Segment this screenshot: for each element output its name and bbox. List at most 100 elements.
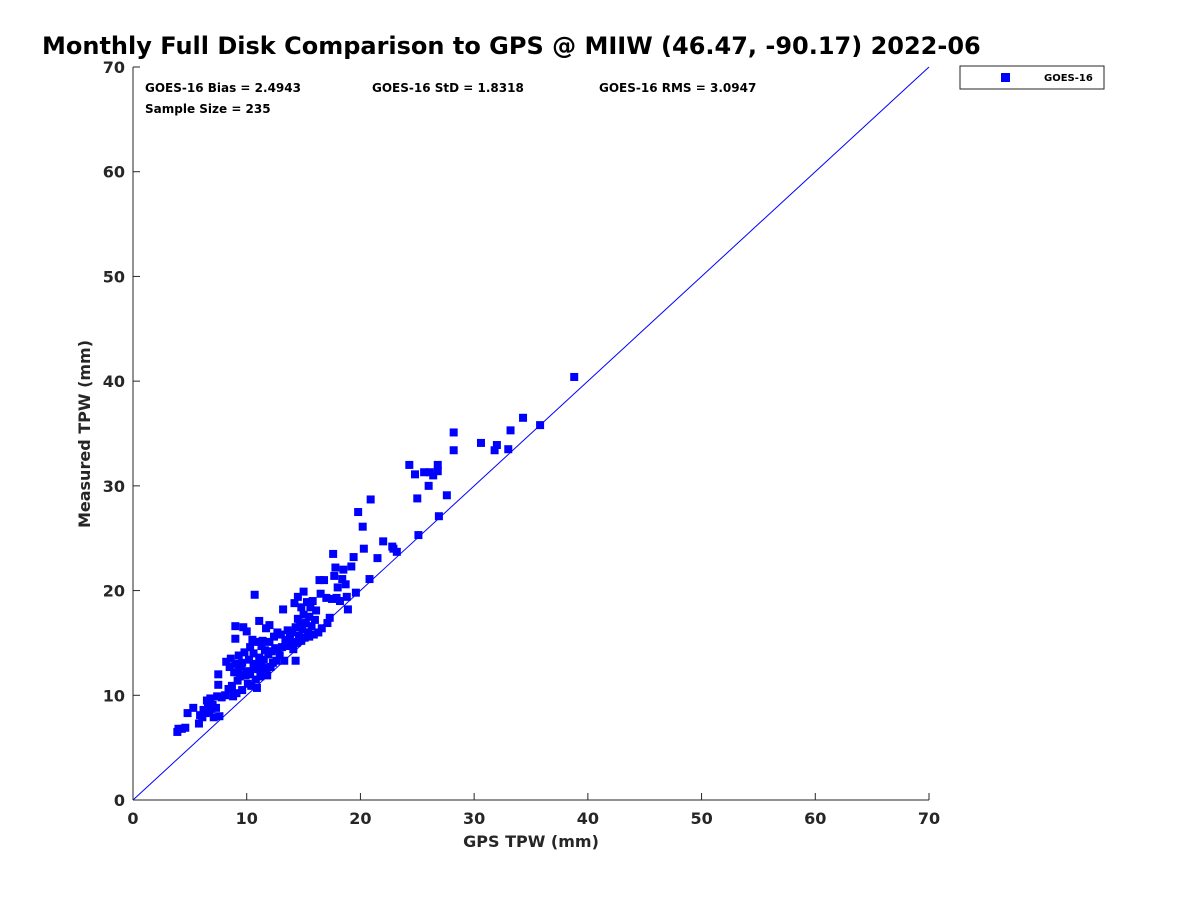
y-tick-label: 10 [103, 686, 125, 705]
one-to-one-reference-line [132, 66, 930, 801]
data-point [289, 645, 298, 654]
data-point [366, 495, 375, 504]
data-point [315, 576, 324, 585]
data-point [255, 616, 264, 625]
data-point [275, 651, 284, 660]
data-point [272, 656, 281, 665]
data-point [251, 675, 260, 684]
data-point [449, 446, 458, 455]
data-point [258, 636, 267, 645]
data-point [413, 494, 422, 503]
data-point [231, 622, 240, 631]
data-point [231, 659, 240, 668]
data-point [285, 632, 294, 641]
legend: GOES-16 [959, 65, 1105, 90]
data-point [235, 672, 244, 681]
data-point [260, 646, 269, 655]
y-tick-label: 0 [114, 791, 125, 810]
data-point [347, 562, 356, 571]
data-point [297, 603, 306, 612]
data-point [328, 594, 336, 603]
data-point [212, 703, 221, 712]
data-point [263, 671, 272, 680]
data-point [317, 624, 326, 633]
data-point [249, 649, 258, 658]
data-point [250, 659, 259, 668]
legend-box [959, 65, 1105, 90]
data-point [308, 597, 317, 606]
data-point [354, 508, 363, 517]
data-point [214, 680, 223, 689]
data-point [288, 628, 297, 637]
data-point [429, 471, 438, 480]
axes [132, 67, 929, 801]
data-point [240, 648, 249, 657]
y-tick-label: 50 [103, 267, 125, 286]
data-point [246, 643, 255, 652]
data-point [405, 460, 414, 469]
data-point [570, 372, 579, 381]
data-point [291, 623, 300, 632]
x-tick-label: 40 [577, 809, 599, 828]
data-point [225, 663, 234, 672]
data-point [411, 470, 420, 479]
data-point [215, 712, 224, 721]
data-point [238, 658, 247, 667]
data-point [198, 713, 207, 722]
data-point [209, 713, 218, 722]
data-point [183, 709, 192, 718]
data-point [292, 638, 301, 647]
data-point [433, 460, 442, 469]
data-point [287, 637, 296, 646]
data-point [231, 634, 240, 643]
data-point [244, 655, 253, 664]
data-point [234, 651, 243, 660]
data-point [257, 642, 266, 651]
data-point [189, 703, 198, 712]
bias-stat: GOES-16 Bias = 2.4943 [145, 81, 301, 95]
data-point [293, 614, 302, 623]
data-point [379, 537, 388, 546]
data-point [295, 631, 304, 640]
data-point [257, 660, 266, 669]
x-tick-label: 20 [349, 809, 371, 828]
data-point [296, 620, 305, 629]
data-point [227, 681, 236, 690]
data-point [323, 619, 332, 628]
data-point [181, 723, 190, 732]
data-point [290, 599, 299, 608]
data-point [335, 597, 344, 606]
x-tick-label: 70 [918, 809, 940, 828]
data-point [339, 565, 348, 574]
data-point [254, 665, 263, 674]
data-point [358, 522, 367, 531]
data-point [392, 547, 401, 556]
legend-marker-square [1001, 73, 1010, 82]
y-ticks: 0 10 20 30 40 50 60 70 [103, 58, 140, 810]
data-point [233, 676, 242, 685]
x-axis-label: GPS TPW (mm) [463, 832, 599, 851]
data-point [265, 637, 274, 646]
data-point [424, 481, 433, 490]
data-point [247, 681, 256, 690]
data-point [310, 615, 319, 624]
data-point [476, 438, 485, 447]
y-tick-label: 30 [103, 477, 125, 496]
data-point [280, 656, 289, 665]
data-points [173, 372, 579, 736]
x-tick-label: 60 [804, 809, 826, 828]
data-point [330, 571, 339, 580]
data-point [492, 441, 501, 450]
data-point [342, 592, 351, 601]
data-point [232, 689, 241, 698]
data-point [316, 589, 325, 598]
data-point [214, 670, 223, 679]
data-point [420, 468, 429, 477]
data-point [331, 563, 340, 572]
data-point [314, 628, 323, 637]
y-tick-label: 20 [103, 582, 125, 601]
data-point [414, 531, 423, 540]
data-point [307, 622, 316, 631]
data-point [266, 663, 275, 672]
